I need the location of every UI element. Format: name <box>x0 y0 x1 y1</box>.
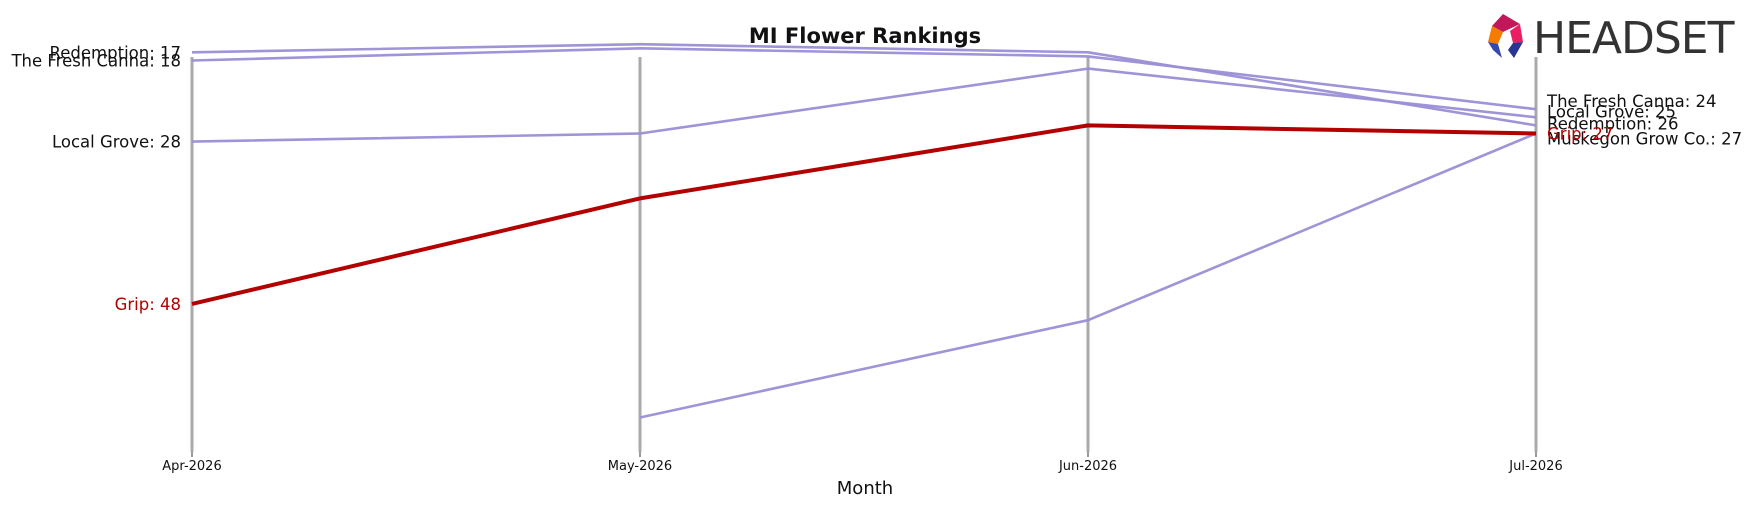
chart-title: MI Flower Rankings <box>749 24 981 48</box>
end-label-local-grove: Local Grove: 25 <box>1547 102 1676 121</box>
end-label-muskegon-grow-co: Muskegon Grow Co.: 27 <box>1547 130 1742 149</box>
headset-logo: HEADSET <box>1488 13 1736 64</box>
series-line-grip <box>191 123 1537 306</box>
vertical-gridlines <box>190 57 1538 457</box>
logo-text: HEADSET <box>1533 13 1735 64</box>
headset-hexagon-icon <box>1488 14 1523 58</box>
start-label-local-grove: Local Grove: 28 <box>52 133 181 152</box>
series-line-local-grove <box>191 67 1537 143</box>
end-label-the-fresh-canna: The Fresh Canna: 24 <box>1546 92 1717 111</box>
end-label-grip: Grip: 27 <box>1547 125 1613 144</box>
series-lines <box>191 42 1537 419</box>
series-labels: Redemption: 17 Redemption: 26 The Fresh Ca… <box>10 43 1742 314</box>
start-label-the-fresh-canna: The Fresh Canna: 18 <box>10 52 181 71</box>
x-axis-label: Month <box>837 478 893 499</box>
x-tick-label: Apr-2026 <box>162 459 221 474</box>
series-line-muskegon-grow-co <box>639 132 1537 419</box>
x-tick-label: Jul-2026 <box>1508 459 1562 474</box>
x-tick-label: May-2026 <box>608 459 672 474</box>
start-label-redemption: Redemption: 17 <box>50 43 181 62</box>
series-line-redemption <box>191 42 1537 127</box>
start-label-grip: Grip: 48 <box>115 295 181 314</box>
end-label-redemption: Redemption: 26 <box>1547 114 1678 133</box>
x-tick-label: Jun-2026 <box>1058 459 1117 474</box>
series-line-the-fresh-canna <box>191 46 1537 111</box>
x-tick-labels: Apr-2026 May-2026 Jun-2026 Jul-2026 <box>162 459 1562 474</box>
